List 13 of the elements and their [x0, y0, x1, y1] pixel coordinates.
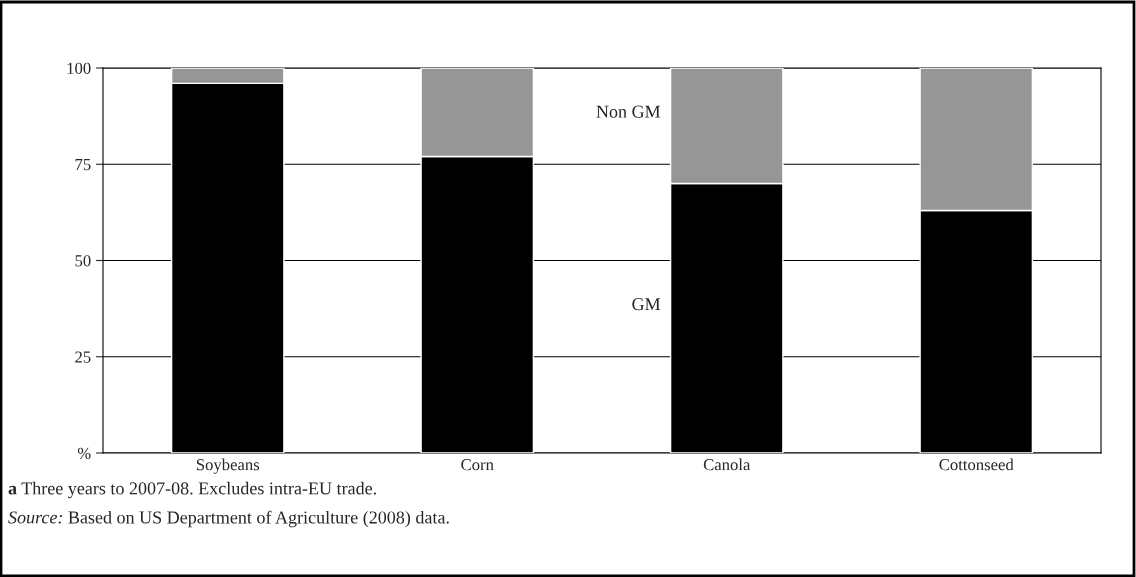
y-tick-label: %	[77, 447, 91, 459]
y-tick-label: 50	[75, 255, 91, 267]
series-label: GM	[632, 298, 661, 311]
x-tick-label: Canola	[703, 458, 751, 471]
y-tick-label: 75	[75, 159, 91, 171]
text: a Three years to 2007-08. Excludes intra-EU trade.	[8, 481, 376, 499]
x-tick-label: Cottonseed	[939, 458, 1014, 471]
series-label: Non GM	[596, 105, 661, 118]
x-tick-label: Soybeans	[196, 458, 260, 474]
source-note: Source: Based on US Department of Agriculture (2008) data.	[8, 510, 449, 528]
y-tick-label: 25	[75, 351, 91, 363]
x-tick-label: Corn	[461, 459, 494, 471]
y-tick-label: 100	[67, 62, 91, 74]
